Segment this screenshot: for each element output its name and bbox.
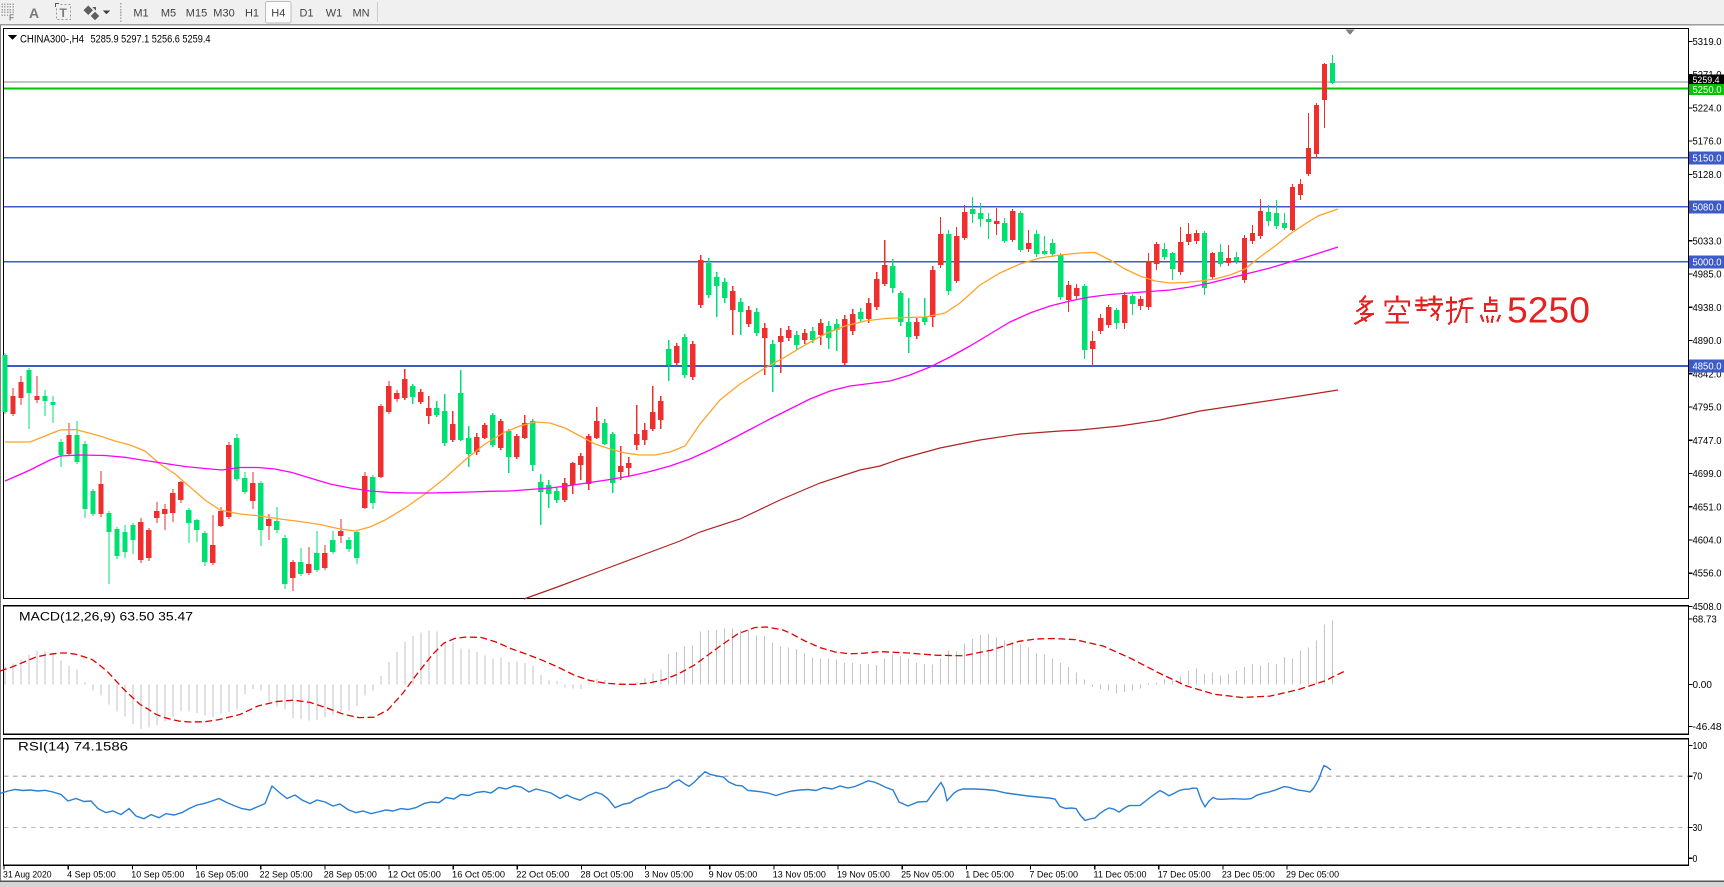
svg-text:11 Dec 05:00: 11 Dec 05:00 bbox=[1094, 870, 1147, 881]
svg-text:0: 0 bbox=[1693, 854, 1698, 865]
svg-text:-46.48: -46.48 bbox=[1693, 722, 1723, 733]
svg-text:5150.0: 5150.0 bbox=[1693, 153, 1722, 164]
svg-text:9 Nov 05:00: 9 Nov 05:00 bbox=[709, 870, 758, 881]
svg-text:100: 100 bbox=[1693, 741, 1708, 752]
svg-text:MN: MN bbox=[352, 8, 369, 20]
svg-text:H1: H1 bbox=[245, 8, 259, 20]
svg-text:29 Dec 05:00: 29 Dec 05:00 bbox=[1286, 870, 1339, 881]
svg-text:4842.0: 4842.0 bbox=[1693, 369, 1722, 380]
svg-text:17 Dec 05:00: 17 Dec 05:00 bbox=[1158, 870, 1211, 881]
svg-text:19 Nov 05:00: 19 Nov 05:00 bbox=[837, 870, 890, 881]
svg-text:4890.0: 4890.0 bbox=[1693, 336, 1722, 347]
svg-text:5033.0: 5033.0 bbox=[1693, 236, 1722, 247]
svg-text:16 Sep 05:00: 16 Sep 05:00 bbox=[195, 870, 248, 881]
svg-text:CHINA300-,H4: CHINA300-,H4 bbox=[20, 34, 84, 46]
svg-text:5285.9 5297.1 5256.6 5259.4: 5285.9 5297.1 5256.6 5259.4 bbox=[91, 34, 211, 46]
svg-text:16 Oct 05:00: 16 Oct 05:00 bbox=[452, 870, 505, 881]
svg-text:4699.0: 4699.0 bbox=[1693, 469, 1722, 480]
svg-text:5224.0: 5224.0 bbox=[1693, 103, 1722, 114]
svg-text:RSI(14) 74.1586: RSI(14) 74.1586 bbox=[18, 740, 128, 754]
svg-text:M30: M30 bbox=[213, 8, 234, 20]
svg-text:28 Sep 05:00: 28 Sep 05:00 bbox=[324, 870, 377, 881]
svg-text:4795.0: 4795.0 bbox=[1693, 403, 1722, 414]
svg-text:23 Dec 05:00: 23 Dec 05:00 bbox=[1222, 870, 1275, 881]
svg-text:M5: M5 bbox=[161, 8, 176, 20]
svg-text:M15: M15 bbox=[186, 8, 207, 20]
svg-text:5250.0: 5250.0 bbox=[1693, 85, 1722, 96]
svg-text:3 Nov 05:00: 3 Nov 05:00 bbox=[645, 870, 694, 881]
svg-text:22 Oct 05:00: 22 Oct 05:00 bbox=[516, 870, 569, 881]
svg-text:70: 70 bbox=[1693, 772, 1703, 783]
svg-text:25 Nov 05:00: 25 Nov 05:00 bbox=[901, 870, 954, 881]
svg-text:D1: D1 bbox=[299, 8, 313, 20]
svg-text:0.00: 0.00 bbox=[1693, 680, 1713, 691]
svg-text:5128.0: 5128.0 bbox=[1693, 170, 1722, 181]
svg-text:W1: W1 bbox=[326, 8, 343, 20]
svg-text:5259.4: 5259.4 bbox=[1693, 75, 1720, 85]
svg-text:5250: 5250 bbox=[1507, 290, 1590, 331]
svg-text:4850.0: 4850.0 bbox=[1693, 362, 1722, 373]
svg-text:68.73: 68.73 bbox=[1693, 615, 1718, 626]
svg-text:5080.0: 5080.0 bbox=[1693, 202, 1722, 213]
svg-text:1 Dec 05:00: 1 Dec 05:00 bbox=[965, 870, 1014, 881]
svg-text:4556.0: 4556.0 bbox=[1693, 569, 1722, 580]
svg-text:4985.0: 4985.0 bbox=[1693, 270, 1722, 281]
svg-text:4508.0: 4508.0 bbox=[1693, 602, 1722, 613]
svg-text:5319.0: 5319.0 bbox=[1693, 37, 1722, 48]
svg-text:T: T bbox=[60, 6, 68, 20]
svg-text:4938.0: 4938.0 bbox=[1693, 303, 1722, 314]
svg-text:M1: M1 bbox=[133, 8, 148, 20]
svg-text:F: F bbox=[9, 13, 14, 23]
svg-text:4604.0: 4604.0 bbox=[1693, 536, 1722, 547]
svg-text:4651.0: 4651.0 bbox=[1693, 502, 1722, 513]
svg-text:A: A bbox=[29, 5, 39, 21]
svg-text:4 Sep 05:00: 4 Sep 05:00 bbox=[67, 870, 116, 881]
svg-text:H4: H4 bbox=[271, 8, 285, 20]
svg-text:22 Sep 05:00: 22 Sep 05:00 bbox=[260, 870, 313, 881]
svg-text:5000.0: 5000.0 bbox=[1693, 257, 1722, 268]
svg-text:MACD(12,26,9) 63.50 35.47: MACD(12,26,9) 63.50 35.47 bbox=[19, 610, 193, 624]
svg-text:13 Nov 05:00: 13 Nov 05:00 bbox=[773, 870, 826, 881]
svg-text:30: 30 bbox=[1693, 823, 1703, 834]
svg-text:10 Sep 05:00: 10 Sep 05:00 bbox=[131, 870, 184, 881]
svg-text:5176.0: 5176.0 bbox=[1693, 137, 1722, 148]
svg-text:7 Dec 05:00: 7 Dec 05:00 bbox=[1029, 870, 1078, 881]
svg-text:31 Aug 2020: 31 Aug 2020 bbox=[3, 870, 52, 881]
svg-text:12 Oct 05:00: 12 Oct 05:00 bbox=[388, 870, 441, 881]
svg-text:28 Oct 05:00: 28 Oct 05:00 bbox=[580, 870, 633, 881]
svg-text:4747.0: 4747.0 bbox=[1693, 436, 1722, 447]
